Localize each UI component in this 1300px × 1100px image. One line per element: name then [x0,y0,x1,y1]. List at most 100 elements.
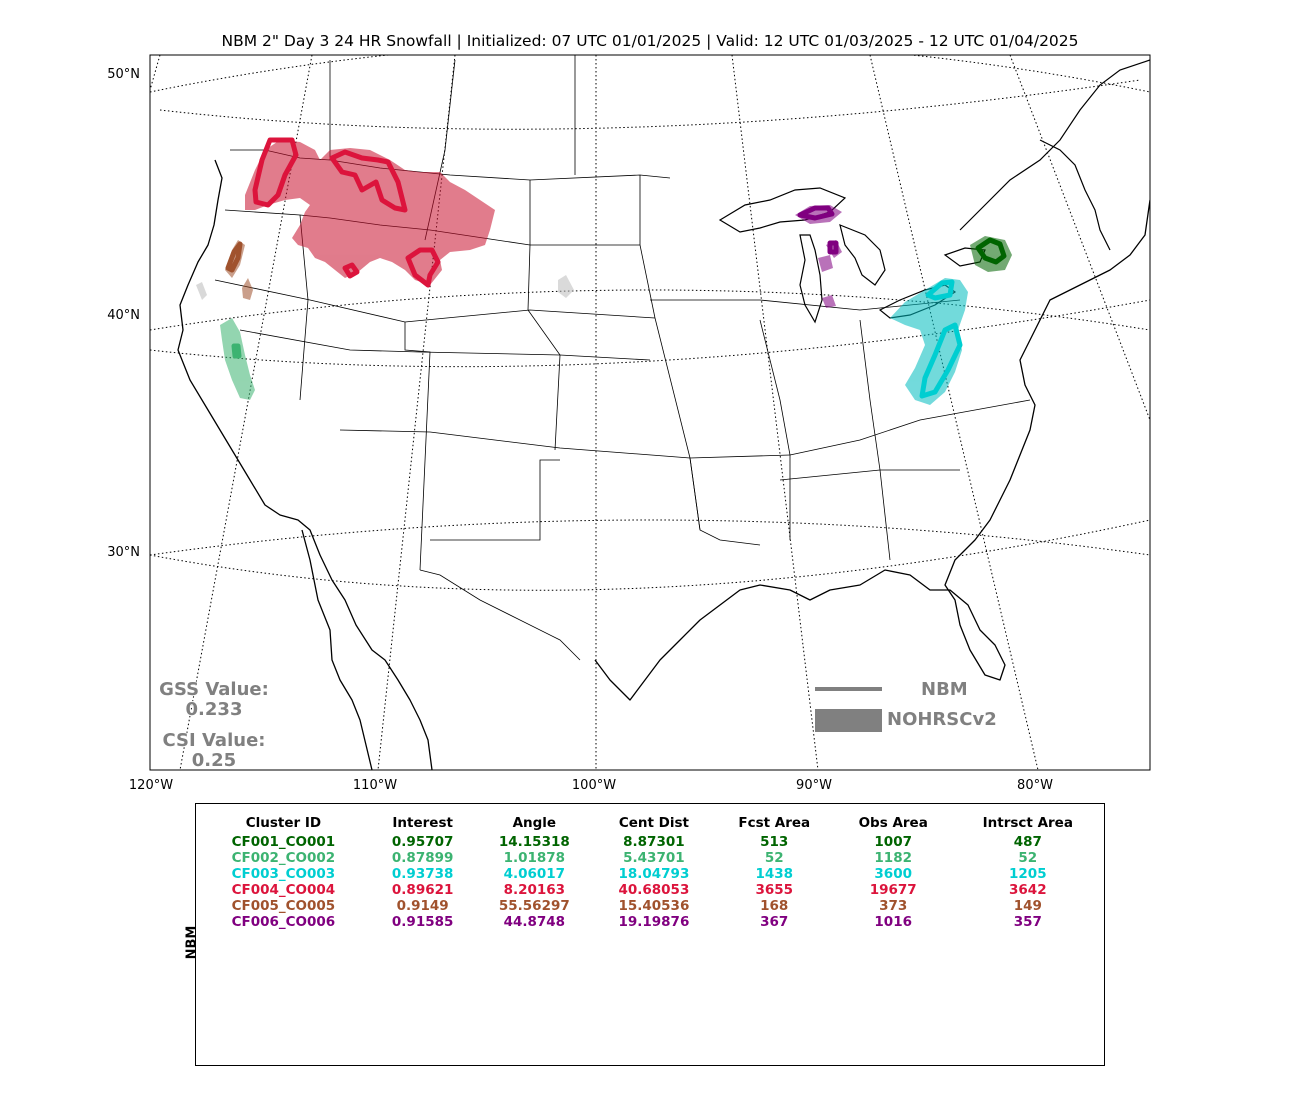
cell-cent-dist: 8.87301 [623,834,685,850]
gss-value: 0.233 [185,699,243,720]
header-intrsct-area: Intrsct Area [982,815,1073,831]
cell-angle: 8.20163 [503,882,566,898]
fcst-cluster-cf004c [405,247,441,288]
lon-label-110: 110°W [352,778,398,793]
observed-clusters [196,140,1012,405]
legend-observed-patch [815,709,882,732]
header-angle: Angle [512,815,557,831]
cell-intrsct-area: 3642 [1009,882,1047,898]
cell-intrsct-area: 1205 [1009,866,1047,882]
lon-label-120: 120°W [128,778,174,793]
lat-label-40: 40°N [107,308,140,323]
header-interest: Interest [392,815,453,831]
cell-cent-dist: 18.04793 [618,866,690,882]
cell-fcst-area: 513 [760,834,789,850]
cell-cluster-id: CF002_CO002 [231,850,336,866]
table-row: CF002_CO002 0.87899 1.01878 5.43701 52 1182 52 [196,850,1104,866]
map-canvas [149,54,1151,771]
stats-table: Cluster ID Interest Angle Cent Dist Fcst… [196,814,1104,930]
cell-interest: 0.9149 [396,898,449,914]
header-cluster-id: Cluster ID [245,815,322,831]
header-obs-area: Obs Area [858,815,928,831]
obs-unmatched-a [196,282,207,300]
lake-superior [718,187,847,233]
lat-label-50: 50°N [107,67,140,82]
lake-michigan [799,234,823,324]
header-cent-dist: Cent Dist [618,815,689,831]
cell-interest: 0.93738 [391,866,454,882]
northeast-coast [959,59,1150,251]
forecast-clusters [225,137,1007,399]
lat-label-30: 30°N [107,545,140,560]
fcst-cluster-cf003a [925,279,955,301]
fcst-cluster-cf004a [252,137,299,208]
cell-cent-dist: 19.19876 [618,914,690,930]
conus-coastline [177,159,1150,770]
cell-angle: 4.06017 [503,866,566,882]
cell-obs-area: 373 [879,898,908,914]
lon-label-100: 100°W [571,778,617,793]
fcst-cluster-cf004b [329,149,408,213]
cell-interest: 0.87899 [391,850,454,866]
table-header-row: Cluster ID Interest Angle Cent Dist Fcst… [196,814,1104,834]
state-borders [214,55,1031,661]
cell-obs-area: 19677 [869,882,917,898]
cell-angle: 1.01878 [503,850,566,866]
cell-cluster-id: CF003_CO003 [231,866,336,882]
cell-cent-dist: 5.43701 [623,850,685,866]
obs-cluster-cf006b [818,255,833,272]
lake-huron [839,224,886,286]
cell-cent-dist: 15.40536 [618,898,690,914]
cell-fcst-area: 367 [760,914,789,930]
gss-label: GSS Value: [159,679,269,700]
table-row: CF005_CO005 0.9149 55.56297 15.40536 168 373 1… [196,898,1104,914]
cell-interest: 0.95707 [391,834,454,850]
lon-label-90: 90°W [796,778,832,793]
cell-intrsct-area: 357 [1013,914,1042,930]
csi-label: CSI Value: [162,730,266,751]
cell-obs-area: 3600 [874,866,912,882]
csi-value: 0.25 [191,750,237,771]
latitude-lines [150,55,1150,591]
table-row: CF003_CO003 0.93738 4.06017 18.04793 1438 360… [196,866,1104,882]
lon-label-80: 80°W [1017,778,1053,793]
cell-cent-dist: 40.68053 [618,882,690,898]
fcst-cluster-cf006b [827,240,839,255]
obs-cluster-cf005b [242,278,253,300]
obs-cluster-cf002 [220,318,255,400]
cell-fcst-area: 168 [760,898,789,914]
header-fcst-area: Fcst Area [738,815,811,831]
cell-angle: 44.8748 [503,914,566,930]
table-row: CF006_CO006 0.91585 44.8748 19.19876 367 1016… [196,914,1104,930]
cell-cluster-id: CF004_CO004 [231,882,336,898]
stats-table-box: Cluster ID Interest Angle Cent Dist Fcst… [195,803,1105,1066]
table-row: CF001_CO001 0.95707 14.15318 8.87301 513 1007… [196,834,1104,850]
fcst-cluster-cf003b [919,322,963,399]
cell-interest: 0.91585 [391,914,454,930]
cell-interest: 0.89621 [391,882,454,898]
fcst-cluster-cf004d [342,262,360,279]
legend-observed-label: NOHRSCv2 [887,709,997,730]
fcst-cluster-cf005 [225,241,243,273]
cell-intrsct-area: 52 [1018,850,1038,866]
obs-unmatched-b [558,275,574,298]
fcst-cluster-cf002 [231,343,242,359]
cell-fcst-area: 52 [764,850,784,866]
table-row: CF004_CO004 0.89621 8.20163 40.68053 3655 196… [196,882,1104,898]
cell-angle: 14.15318 [498,834,570,850]
cell-fcst-area: 3655 [755,882,794,898]
cell-intrsct-area: 149 [1013,898,1042,914]
cell-obs-area: 1182 [874,850,912,866]
cell-obs-area: 1007 [874,834,912,850]
legend-forecast-label: NBM [921,679,968,700]
map-title: NBM 2" Day 3 24 HR Snowfall | Initialize… [221,32,1079,50]
cell-angle: 55.56297 [498,898,570,914]
fcst-cluster-cf001 [975,237,1007,265]
cell-cluster-id: CF001_CO001 [231,834,336,850]
cell-intrsct-area: 487 [1013,834,1042,850]
cell-obs-area: 1016 [874,914,912,930]
cell-fcst-area: 1438 [755,866,794,882]
cell-cluster-id: CF006_CO006 [231,914,336,930]
fcst-cluster-cf006 [797,205,835,221]
cell-cluster-id: CF005_CO005 [231,898,336,914]
